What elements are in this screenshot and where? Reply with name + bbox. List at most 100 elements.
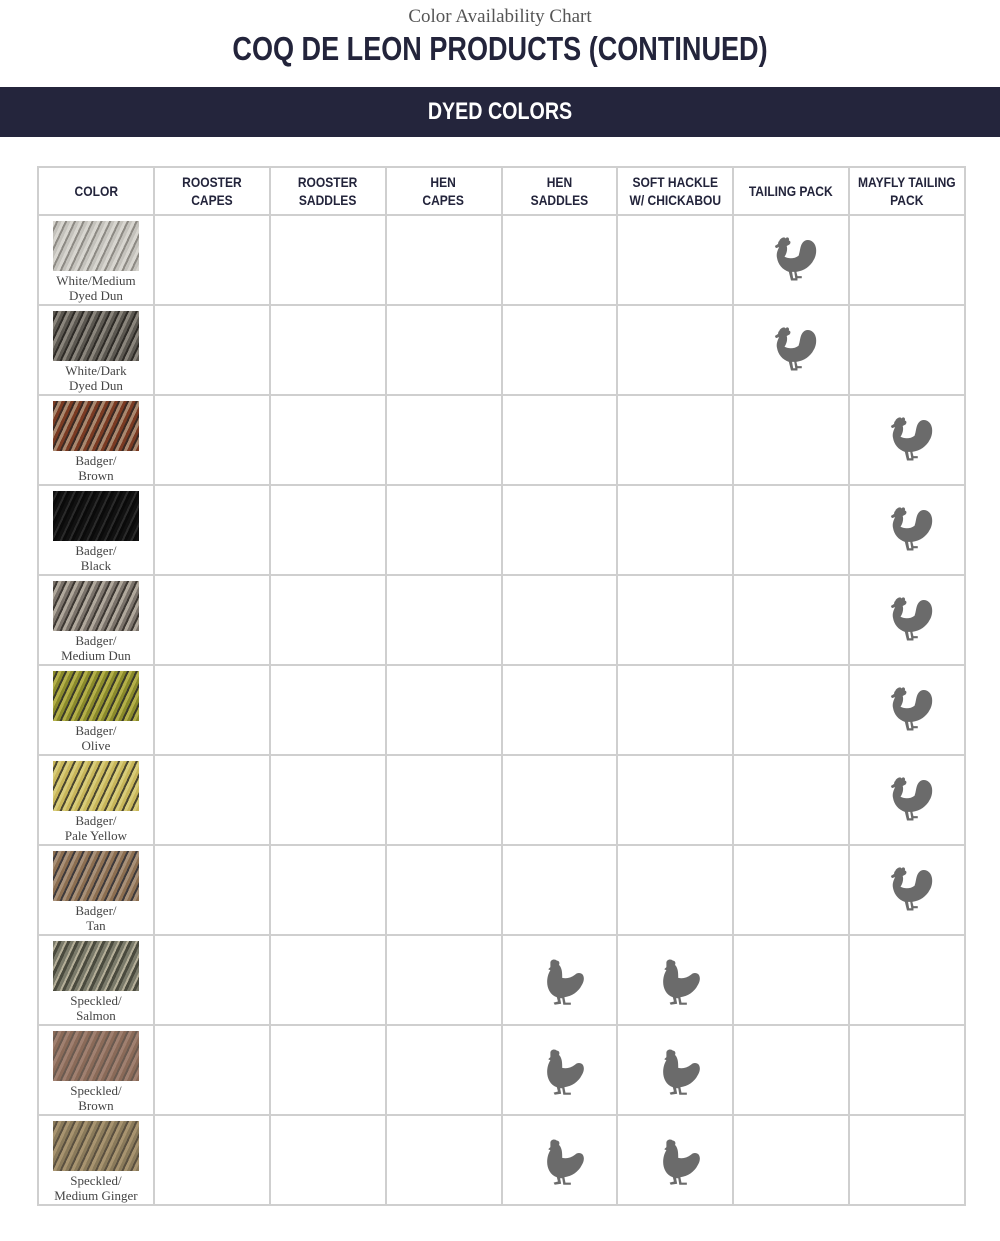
color-cell: White/Medium Dyed Dun	[37, 214, 155, 306]
availability-cell-rooster-saddles	[268, 304, 387, 396]
color-cell: White/Dark Dyed Dun	[37, 304, 155, 396]
availability-cell-tailing-pack	[732, 1024, 851, 1116]
color-cell: Badger/ Tan	[37, 844, 155, 936]
availability-cell-tailing-pack	[732, 394, 851, 486]
color-availability-table: COLOR ROOSTER CAPES ROOSTER SADDLES HEN CAP…	[37, 166, 966, 1206]
hen-icon	[663, 1139, 701, 1185]
rooster-icon	[890, 417, 933, 461]
page-title: COQ DE LEON PRODUCTS (CONTINUED)	[232, 30, 768, 67]
column-header-rooster-saddles: ROOSTER SADDLES	[268, 166, 387, 216]
availability-cell-rooster-saddles	[268, 664, 387, 756]
availability-cell-tailing-pack	[732, 844, 851, 936]
table-row: Badger/ Olive	[37, 664, 966, 756]
availability-cell-mayfly-tailing-pack	[848, 484, 966, 576]
column-header-label: HEN SADDLES	[530, 174, 589, 208]
availability-cell-mayfly-tailing-pack	[848, 1024, 966, 1116]
feather-swatch-image	[52, 580, 139, 631]
availability-cell-hen-capes	[384, 574, 503, 666]
availability-cell-rooster-saddles	[268, 844, 387, 936]
feather-swatch-image	[52, 490, 139, 541]
availability-cell-hen-capes	[384, 664, 503, 756]
color-cell: Badger/ Pale Yellow	[37, 754, 155, 846]
availability-cell-tailing-pack	[732, 754, 851, 846]
hen-icon	[663, 959, 701, 1005]
feather-swatch-image	[52, 850, 139, 901]
availability-cell-hen-saddles	[500, 1114, 619, 1206]
availability-cell-mayfly-tailing-pack	[848, 574, 966, 666]
availability-cell-mayfly-tailing-pack	[848, 844, 966, 936]
table-row: Badger/ Black	[37, 484, 966, 576]
availability-cell-hen-capes	[384, 214, 503, 306]
availability-cell-hen-saddles	[500, 214, 619, 306]
availability-cell-rooster-saddles	[268, 394, 387, 486]
table-row: Badger/ Brown	[37, 394, 966, 486]
availability-cell-rooster-capes	[152, 754, 271, 846]
availability-cell-hen-saddles	[500, 394, 619, 486]
color-name: Badger/ Medium Dun	[61, 632, 131, 663]
availability-cell-rooster-saddles	[268, 214, 387, 306]
column-header-label: HEN CAPES	[422, 174, 465, 208]
availability-cell-tailing-pack	[732, 664, 851, 756]
color-name: Badger/ Black	[75, 542, 117, 573]
availability-cell-rooster-saddles	[268, 754, 387, 846]
rooster-icon	[890, 867, 933, 911]
column-header-hen-saddles: HEN SADDLES	[500, 166, 619, 216]
color-name: White/Medium Dyed Dun	[56, 272, 136, 303]
color-cell: Speckled/ Medium Ginger	[37, 1114, 155, 1206]
column-header-tailing-pack: TAILING PACK	[732, 166, 851, 216]
availability-cell-hen-capes	[384, 1114, 503, 1206]
hen-icon	[547, 959, 585, 1005]
table-row: White/Medium Dyed Dun	[37, 214, 966, 306]
availability-cell-rooster-capes	[152, 214, 271, 306]
chart-subtitle: Color Availability Chart	[408, 6, 592, 27]
rooster-icon	[775, 327, 817, 371]
availability-cell-rooster-capes	[152, 394, 271, 486]
availability-cell-mayfly-tailing-pack	[848, 214, 966, 306]
availability-cell-rooster-saddles	[268, 1024, 387, 1116]
availability-cell-hen-saddles	[500, 664, 619, 756]
availability-cell-tailing-pack	[732, 304, 851, 396]
table-row: Badger/ Tan	[37, 844, 966, 936]
availability-cell-hen-saddles	[500, 1024, 619, 1116]
color-name: Badger/ Olive	[75, 722, 117, 753]
color-name: Speckled/ Brown	[70, 1082, 122, 1113]
availability-cell-rooster-saddles	[268, 934, 387, 1026]
availability-cell-rooster-capes	[152, 574, 271, 666]
availability-cell-soft-hackle	[616, 934, 735, 1026]
availability-cell-soft-hackle	[616, 754, 735, 846]
table-row: Speckled/ Brown	[37, 1024, 966, 1116]
availability-cell-soft-hackle	[616, 484, 735, 576]
availability-cell-soft-hackle	[616, 664, 735, 756]
availability-cell-soft-hackle	[616, 1024, 735, 1116]
color-name: Speckled/ Medium Ginger	[54, 1172, 138, 1203]
availability-cell-mayfly-tailing-pack	[848, 394, 966, 486]
availability-cell-rooster-saddles	[268, 574, 387, 666]
hen-icon	[547, 1139, 585, 1185]
availability-cell-tailing-pack	[732, 574, 851, 666]
feather-swatch-image	[52, 940, 139, 991]
availability-cell-mayfly-tailing-pack	[848, 934, 966, 1026]
availability-cell-rooster-saddles	[268, 1114, 387, 1206]
color-cell: Badger/ Brown	[37, 394, 155, 486]
rooster-icon	[890, 507, 933, 551]
column-header-soft-hackle: SOFT HACKLE W/ CHICKABOU	[616, 166, 735, 216]
availability-cell-soft-hackle	[616, 844, 735, 936]
availability-cell-hen-saddles	[500, 754, 619, 846]
hen-icon	[663, 1049, 701, 1095]
rooster-icon	[890, 777, 933, 821]
table-row: Speckled/ Salmon	[37, 934, 966, 1026]
column-header-rooster-capes: ROOSTER CAPES	[152, 166, 271, 216]
table-row: Speckled/ Medium Ginger	[37, 1114, 966, 1206]
color-cell: Badger/ Medium Dun	[37, 574, 155, 666]
column-header-label: TAILING PACK	[749, 183, 834, 199]
availability-cell-rooster-capes	[152, 484, 271, 576]
feather-swatch-image	[52, 760, 139, 811]
color-name: Speckled/ Salmon	[70, 992, 122, 1023]
availability-cell-tailing-pack	[732, 934, 851, 1026]
hen-icon	[547, 1049, 585, 1095]
rooster-icon	[775, 237, 817, 281]
availability-cell-soft-hackle	[616, 304, 735, 396]
color-name: Badger/ Pale Yellow	[64, 812, 127, 843]
feather-swatch-image	[52, 310, 139, 361]
availability-cell-hen-saddles	[500, 484, 619, 576]
